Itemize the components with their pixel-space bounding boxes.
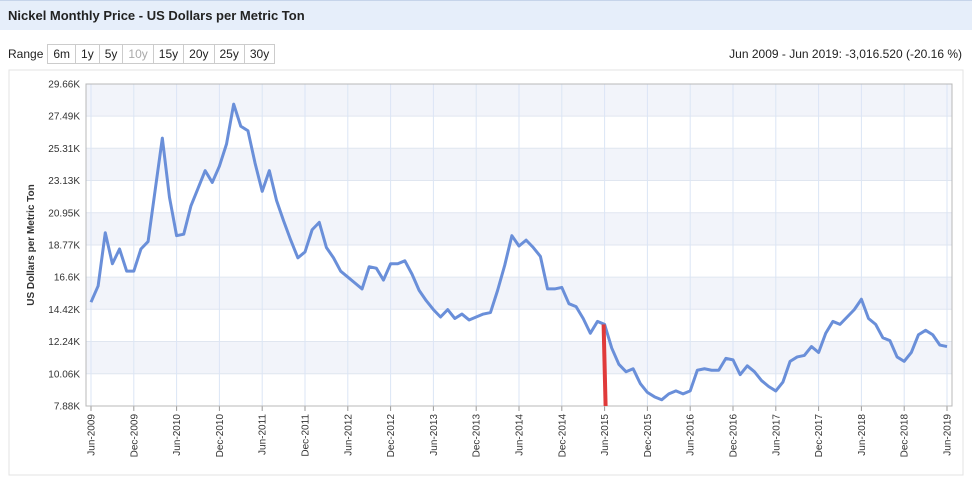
y-axis-label: US Dollars per Metric Ton: [26, 184, 37, 306]
range-button[interactable]: 30y: [244, 44, 276, 64]
range-controls: Range 6m 1y 5y 10y 15y 20y 25y 30y: [8, 44, 276, 64]
y-tick-label: 23.13K: [48, 176, 80, 187]
x-tick-label: Dec-2014: [557, 414, 568, 458]
x-tick-label: Jun-2013: [429, 414, 440, 456]
x-tick-label: Dec-2018: [900, 414, 911, 458]
range-button[interactable]: 6m: [47, 44, 77, 64]
price-line: [89, 102, 948, 402]
x-tick-label: Jun-2014: [515, 414, 526, 456]
y-tick-label: 25.31K: [48, 144, 80, 155]
y-tick-label: 20.95K: [48, 208, 80, 219]
range-button[interactable]: 10y: [123, 44, 154, 64]
range-button[interactable]: 25y: [214, 44, 245, 64]
x-tick-label: Dec-2011: [301, 414, 312, 457]
header: Nickel Monthly Price - US Dollars per Me…: [0, 0, 972, 30]
x-tick-label: Jun-2012: [343, 414, 354, 456]
range-button[interactable]: 20y: [184, 44, 215, 64]
x-tick-label: Jun-2016: [686, 414, 697, 456]
x-tick-label: Jun-2019: [943, 414, 954, 456]
range-button[interactable]: 5y: [99, 44, 124, 64]
x-tick-label: Jun-2017: [771, 414, 782, 456]
range-label: Range: [8, 47, 44, 61]
highlight-marker: [601, 324, 608, 407]
x-tick-label: Dec-2015: [643, 414, 654, 458]
y-tick-label: 7.88K: [54, 402, 80, 413]
chart-frame: [8, 69, 964, 476]
x-tick-label: Jun-2011: [258, 414, 269, 455]
y-tick-label: 29.66K: [48, 80, 80, 91]
x-tick-label: Dec-2017: [814, 414, 825, 458]
title: Nickel Monthly Price - US Dollars per Me…: [8, 8, 305, 23]
x-tick-label: Dec-2009: [129, 414, 140, 458]
y-tick-label: 14.42K: [48, 305, 80, 316]
y-tick-label: 16.6K: [54, 273, 80, 284]
y-tick-label: 12.24K: [48, 337, 80, 348]
range-button[interactable]: 15y: [153, 44, 185, 64]
y-tick-label: 18.77K: [48, 241, 80, 252]
x-tick-label: Dec-2010: [215, 414, 226, 458]
plot-border: [85, 83, 953, 407]
x-tick-label: Jun-2018: [857, 414, 868, 456]
x-tick-label: Dec-2013: [472, 414, 483, 458]
x-tick-label: Jun-2009: [87, 414, 98, 456]
x-tick-label: Dec-2016: [729, 414, 740, 458]
x-tick-label: Jun-2010: [172, 414, 183, 456]
y-tick-label: 27.49K: [48, 112, 80, 123]
y-tick-label: 10.06K: [48, 369, 80, 380]
range-button[interactable]: 1y: [76, 44, 100, 64]
x-tick-label: Dec-2012: [386, 414, 397, 458]
summary: Jun 2009 - Jun 2019: -3,016.520 (-20.16 …: [729, 47, 962, 61]
x-tick-label: Jun-2015: [600, 414, 611, 456]
